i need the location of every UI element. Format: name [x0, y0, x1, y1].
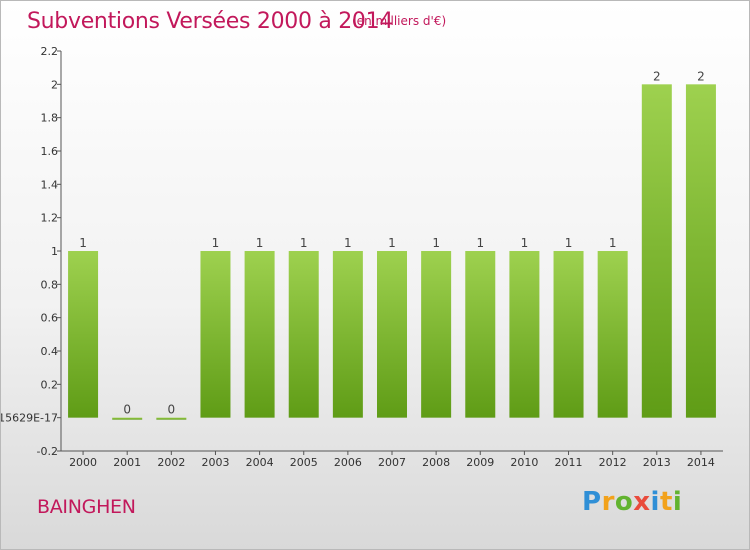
- bar-2008: [421, 251, 452, 418]
- data-label: 2: [697, 69, 705, 83]
- x-tick-label: 2013: [643, 456, 671, 469]
- bar-2001: [112, 417, 143, 420]
- data-label: 1: [521, 236, 529, 250]
- y-tick-label: 1.4: [41, 178, 59, 191]
- bar-2011: [553, 251, 584, 418]
- bar-2010: [509, 251, 540, 418]
- bar-2013: [641, 84, 672, 418]
- y-tick-label: 0.8: [41, 278, 59, 291]
- logo-letter: t: [659, 487, 673, 517]
- x-tick-label: 2012: [599, 456, 627, 469]
- y-tick-label: 0.2: [41, 378, 59, 391]
- logo-letter: x: [633, 487, 651, 517]
- x-tick-label: 2007: [378, 456, 406, 469]
- x-tick-label: 2014: [687, 456, 715, 469]
- y-tick-label: 2: [51, 78, 58, 91]
- x-tick-label: 2001: [113, 456, 141, 469]
- bar-2007: [377, 251, 407, 418]
- chart-title: Subventions Versées 2000 à 2014: [27, 9, 394, 34]
- data-label: 1: [344, 236, 352, 250]
- x-tick-label: 2004: [246, 456, 274, 469]
- bar-2012: [597, 251, 628, 418]
- bar-2002: [156, 417, 187, 420]
- x-tick-label: 2009: [466, 456, 494, 469]
- data-label: 1: [388, 236, 396, 250]
- logo-letter: r: [601, 487, 615, 517]
- y-tick-label: 0.4: [41, 345, 59, 358]
- data-label: 0: [168, 403, 176, 417]
- logo-letter: i: [650, 487, 660, 517]
- data-label: 0: [123, 403, 131, 417]
- x-tick-label: 2002: [157, 456, 185, 469]
- bar-2014: [685, 84, 716, 418]
- logo-letter: P: [582, 487, 602, 517]
- data-label: 1: [432, 236, 440, 250]
- data-label: 2: [653, 69, 661, 83]
- data-label: 1: [609, 236, 617, 250]
- bar-2005: [288, 251, 319, 418]
- logo-letter: i: [672, 487, 683, 517]
- x-tick-label: 2008: [422, 456, 450, 469]
- y-tick-label: -0.2: [37, 445, 58, 458]
- y-tick-label: 2.2: [41, 45, 59, 58]
- commune-name: BAINGHEN: [37, 496, 136, 518]
- data-label: 1: [212, 236, 220, 250]
- y-tick-label: 1.2: [41, 212, 59, 225]
- y-tick-label: 1.6: [41, 145, 59, 158]
- x-tick-label: 2000: [69, 456, 97, 469]
- y-tick-label: -1.15629E-17: [1, 412, 58, 425]
- bar-2006: [332, 251, 363, 418]
- x-tick-label: 2011: [555, 456, 583, 469]
- data-label: 1: [256, 236, 264, 250]
- logo-letter: o: [614, 487, 634, 517]
- data-label: 1: [79, 236, 87, 250]
- y-tick-label: 1: [51, 245, 58, 258]
- bar-2000: [68, 251, 99, 418]
- data-label: 1: [476, 236, 484, 250]
- y-tick-label: 0.6: [41, 312, 59, 325]
- bar-2003: [200, 251, 231, 418]
- bar-2009: [465, 251, 496, 418]
- data-label: 1: [300, 236, 308, 250]
- x-tick-label: 2005: [290, 456, 318, 469]
- x-tick-label: 2003: [201, 456, 229, 469]
- chart-subtitle: (en milliers d'€): [352, 14, 447, 28]
- x-tick-label: 2006: [334, 456, 362, 469]
- bar-2004: [244, 251, 275, 418]
- data-label: 1: [565, 236, 573, 250]
- proxiti-logo: Proxiti: [582, 487, 682, 517]
- y-tick-label: 1.8: [41, 112, 59, 125]
- x-tick-label: 2010: [510, 456, 538, 469]
